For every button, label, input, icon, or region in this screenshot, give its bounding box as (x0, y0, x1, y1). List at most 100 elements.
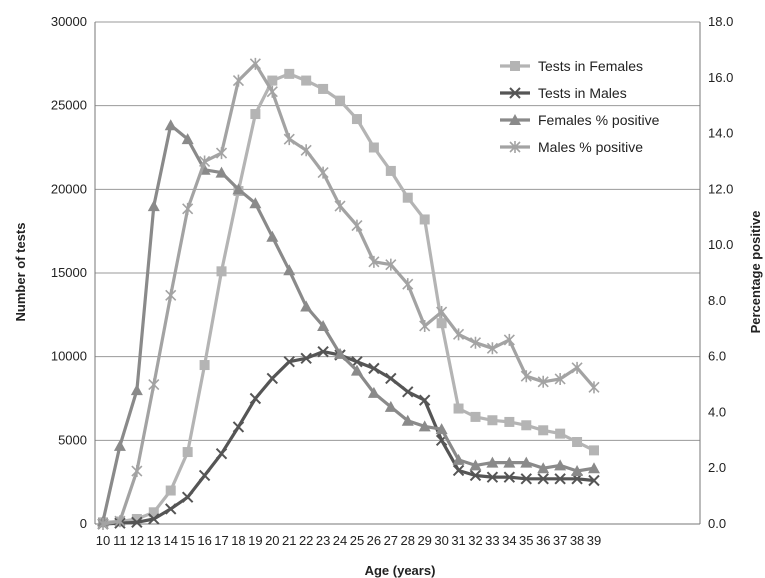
x-tick-label: 20 (265, 533, 279, 548)
data-point (351, 219, 363, 232)
x-tick-label: 29 (417, 533, 431, 548)
data-point (571, 361, 583, 374)
data-point (335, 95, 346, 106)
data-point (368, 362, 380, 375)
data-point (402, 386, 414, 398)
data-point (182, 202, 194, 215)
series-layer (97, 57, 600, 530)
y-left-tick-label: 5000 (58, 432, 87, 447)
data-point (351, 355, 363, 368)
legend-marker (509, 87, 521, 99)
y-left-tick-label: 25000 (51, 98, 87, 113)
x-tick-label: 13 (147, 533, 161, 548)
data-point (503, 471, 516, 483)
data-point (198, 469, 211, 482)
data-point (385, 258, 397, 271)
axes (94, 22, 701, 525)
data-point (267, 75, 278, 86)
data-point (469, 459, 482, 471)
data-point (114, 515, 126, 528)
data-point (232, 183, 245, 195)
data-point (181, 133, 194, 145)
y-left-tick-label: 10000 (51, 349, 87, 364)
data-point (504, 416, 515, 427)
data-point (452, 453, 465, 465)
data-point (283, 133, 295, 146)
x-tick-label: 28 (401, 533, 415, 548)
data-point (486, 471, 499, 483)
x-tick-label: 18 (231, 533, 245, 548)
data-point (318, 83, 329, 94)
data-point (554, 372, 566, 385)
x-tick-label: 12 (130, 533, 144, 548)
data-point (283, 264, 296, 276)
x-tick-label: 27 (384, 533, 398, 548)
data-point (232, 74, 245, 87)
data-point (215, 147, 228, 160)
x-tick-label: 14 (163, 533, 177, 548)
data-point (487, 415, 498, 426)
data-point (418, 420, 431, 432)
data-point (436, 318, 447, 329)
y-axis-left-title: Number of tests (13, 223, 28, 322)
data-point (215, 448, 228, 460)
data-point (147, 200, 160, 212)
legend-label: Tests in Males (538, 85, 627, 101)
data-point (284, 68, 295, 79)
x-tick-label: 34 (502, 533, 516, 548)
data-point (402, 192, 413, 203)
data-point (266, 85, 278, 98)
data-point (537, 473, 549, 485)
data-point (419, 214, 430, 225)
data-point (266, 230, 279, 242)
data-point (250, 109, 261, 120)
data-point (249, 197, 262, 209)
x-tick-label: 24 (333, 533, 347, 548)
data-point (300, 144, 312, 157)
data-point (232, 421, 245, 433)
legend-entry: Tests in Males (500, 85, 627, 101)
y-left-tick-label: 15000 (51, 265, 87, 280)
data-point (571, 465, 584, 477)
data-point (554, 473, 566, 485)
data-point (452, 328, 465, 341)
data-point (418, 394, 431, 406)
data-point (131, 465, 143, 478)
data-point (215, 166, 228, 178)
data-point (199, 360, 210, 371)
data-point (367, 386, 380, 398)
data-point (469, 336, 482, 349)
x-tick-label: 10 (96, 533, 110, 548)
x-tick-label: 32 (468, 533, 482, 548)
data-point (419, 319, 431, 332)
data-point (368, 142, 379, 153)
legend-label: Tests in Females (538, 58, 643, 74)
x-tick-label: 39 (587, 533, 601, 548)
data-point (182, 447, 193, 458)
data-point (537, 462, 550, 474)
data-point (164, 119, 177, 131)
legend-label: Females % positive (538, 112, 660, 128)
data-point (402, 278, 414, 291)
y-right-tick-label: 8.0 (708, 293, 726, 308)
data-point (401, 414, 414, 426)
data-point (384, 400, 397, 412)
legend-entry: Tests in Females (500, 58, 643, 74)
x-tick-label: 31 (451, 533, 465, 548)
tick-labels: 0 5000 10000 15000 20000 25000 30000 0.0 2.0 4.0 6… (51, 14, 733, 548)
y-right-tick-label: 12.0 (708, 181, 733, 196)
data-point (435, 423, 448, 435)
legend-entry: Females % positive (500, 112, 660, 128)
data-point (216, 266, 227, 277)
data-point (452, 464, 465, 477)
data-point (588, 462, 600, 474)
x-tick-label: 38 (570, 533, 584, 548)
x-tick-label: 36 (536, 533, 550, 548)
y-right-tick-label: 10.0 (708, 237, 733, 252)
x-tick-label: 25 (350, 533, 364, 548)
x-tick-label: 16 (197, 533, 211, 548)
x-tick-label: 21 (282, 533, 296, 548)
data-point (249, 57, 261, 70)
data-point (148, 378, 160, 391)
x-tick-label: 33 (485, 533, 499, 548)
